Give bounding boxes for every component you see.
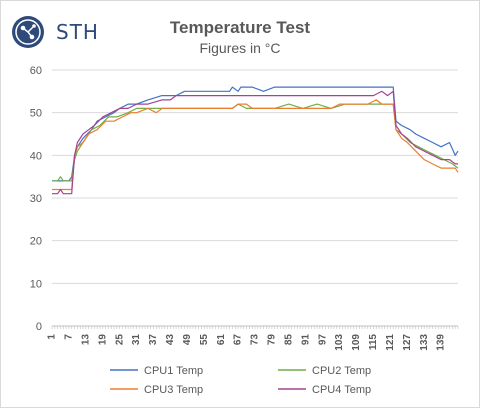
x-tick-label: 1 bbox=[47, 334, 58, 340]
x-tick-label: 85 bbox=[283, 334, 294, 346]
x-tick-label: 133 bbox=[419, 334, 430, 351]
x-tick-label: 127 bbox=[402, 334, 413, 351]
y-tick-label: 50 bbox=[30, 108, 42, 120]
x-tick-label: 43 bbox=[165, 334, 176, 346]
y-tick-label: 0 bbox=[36, 321, 42, 333]
y-axis-ticks: 0 10 20 30 40 50 60 bbox=[30, 65, 42, 333]
x-tick-label: 109 bbox=[351, 334, 362, 351]
x-tick-label: 73 bbox=[250, 334, 261, 346]
legend-entry-1: CPU1 Temp bbox=[110, 365, 203, 377]
x-tick-label: 103 bbox=[334, 334, 345, 351]
x-tick-label: 121 bbox=[385, 334, 396, 351]
legend: CPU1 Temp CPU2 Temp CPU3 Temp CPU4 Temp bbox=[110, 365, 371, 396]
x-tick-label: 67 bbox=[233, 334, 244, 346]
legend-label: CPU3 Temp bbox=[144, 384, 203, 396]
x-tick-label: 139 bbox=[436, 334, 447, 351]
legend-entry-2: CPU2 Temp bbox=[278, 365, 371, 377]
x-axis-ticks: 1 7 13 19 25 31 37 43 49 55 61 67 73 79 85 91 97 103 109 11… bbox=[47, 334, 447, 351]
series-line-4 bbox=[52, 90, 458, 195]
legend-label: CPU4 Temp bbox=[312, 384, 371, 396]
sth-logo: STH bbox=[10, 14, 98, 50]
x-tick-label: 31 bbox=[131, 334, 142, 346]
chart-subtitle: Figures in °C bbox=[199, 40, 281, 56]
x-axis bbox=[51, 325, 459, 329]
x-tick-label: 91 bbox=[300, 334, 311, 346]
legend-entry-3: CPU3 Temp bbox=[110, 384, 203, 396]
x-tick-label: 61 bbox=[216, 334, 227, 346]
legend-label: CPU1 Temp bbox=[144, 365, 203, 377]
series-lines bbox=[52, 86, 459, 195]
x-tick-label: 19 bbox=[97, 334, 108, 346]
x-tick-label: 79 bbox=[267, 334, 278, 346]
x-tick-label: 7 bbox=[64, 334, 75, 340]
series-line-2 bbox=[52, 103, 459, 182]
x-tick-label: 97 bbox=[317, 334, 328, 346]
x-tick-label: 25 bbox=[114, 334, 125, 346]
y-tick-label: 60 bbox=[30, 65, 42, 77]
y-tick-label: 20 bbox=[30, 236, 42, 248]
x-tick-label: 37 bbox=[148, 334, 159, 346]
sth-logo-icon bbox=[12, 16, 44, 48]
logo-text: STH bbox=[56, 20, 99, 44]
gridlines bbox=[52, 69, 458, 284]
y-tick-label: 30 bbox=[30, 193, 42, 205]
legend-label: CPU2 Temp bbox=[312, 365, 371, 377]
chart-title: Temperature Test bbox=[169, 18, 311, 37]
series-line-1 bbox=[52, 86, 459, 182]
legend-entry-4: CPU4 Temp bbox=[278, 384, 371, 396]
series-line-3 bbox=[52, 99, 459, 191]
y-tick-label: 10 bbox=[30, 278, 42, 290]
x-tick-label: 115 bbox=[368, 334, 379, 351]
x-tick-label: 13 bbox=[80, 334, 91, 346]
x-tick-label: 55 bbox=[199, 334, 210, 346]
y-tick-label: 40 bbox=[30, 150, 42, 162]
x-tick-label: 49 bbox=[182, 334, 193, 346]
